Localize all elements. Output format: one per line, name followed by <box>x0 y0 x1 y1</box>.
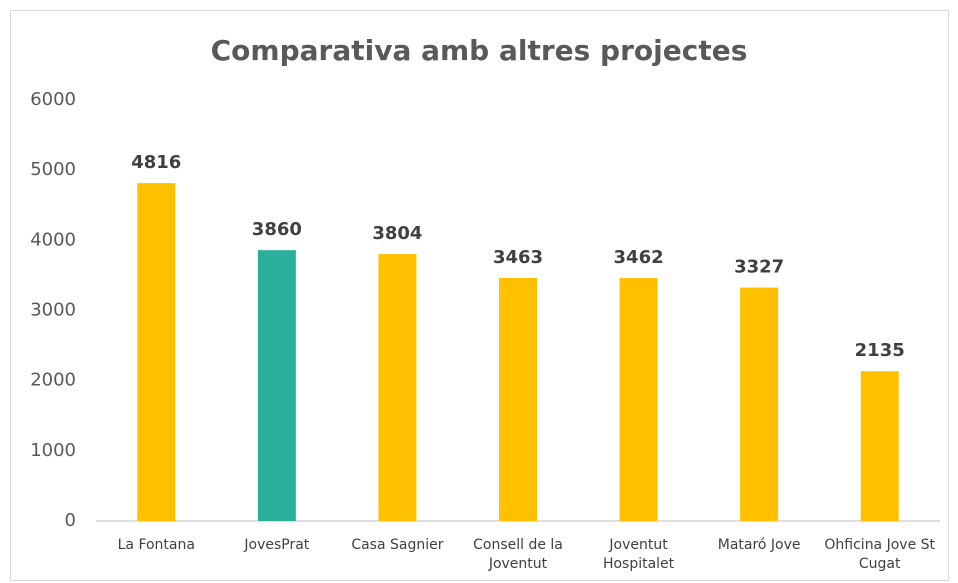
y-tick-label: 4000 <box>30 229 76 250</box>
y-tick-label: 5000 <box>30 159 76 180</box>
bar <box>860 371 899 521</box>
x-tick-label: Mataró Jove <box>717 537 801 553</box>
y-tick-label: 2000 <box>30 370 76 391</box>
data-label: 3804 <box>372 223 422 244</box>
y-tick-label: 1000 <box>30 440 76 461</box>
y-tick-label: 0 <box>65 510 76 531</box>
data-label: 3463 <box>493 247 543 268</box>
x-tick-label: Consell de la Joventut <box>473 537 563 572</box>
x-tick-label: Ohficina Jove St Cugat <box>824 537 936 572</box>
x-tick-label: La Fontana <box>117 537 195 553</box>
data-label: 4816 <box>131 152 181 173</box>
x-tick-label: Joventut Hospitalet <box>602 537 675 572</box>
chart-title: Comparativa amb altres projectes <box>211 34 748 67</box>
data-label: 3327 <box>734 257 784 278</box>
bar <box>619 278 658 521</box>
bar <box>378 254 417 521</box>
bar <box>740 287 779 521</box>
data-label: 2135 <box>855 340 905 361</box>
bar <box>257 250 296 521</box>
x-tick-label: Casa Sagnier <box>351 537 444 553</box>
data-label: 3462 <box>614 247 664 268</box>
x-tick-label: JovesPrat <box>244 537 310 553</box>
y-tick-label: 6000 <box>30 89 76 110</box>
bar <box>499 278 537 521</box>
data-label: 3860 <box>252 219 302 240</box>
y-tick-label: 3000 <box>30 300 76 321</box>
bar <box>137 183 176 521</box>
